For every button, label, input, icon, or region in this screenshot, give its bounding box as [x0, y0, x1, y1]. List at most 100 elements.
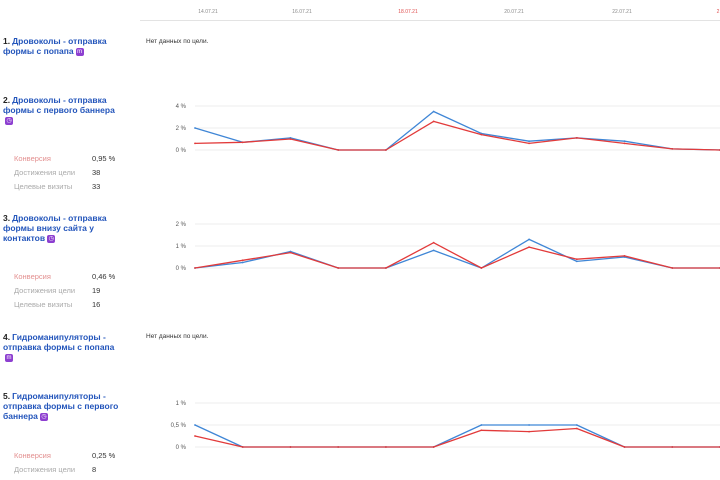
date-label-weekend: 2: [716, 9, 720, 15]
stat-label: Достижения цели: [14, 168, 76, 177]
data-point-conversion[interactable]: [337, 267, 340, 269]
goal-type-icon[interactable]: ◷: [39, 412, 48, 421]
series-line-conversion: [194, 120, 720, 151]
data-point-conversion[interactable]: [671, 148, 674, 150]
stat-reaches: Достижения цели 38: [14, 168, 124, 178]
stat-reaches: Достижения цели 19: [14, 286, 124, 296]
goal-link[interactable]: Дровоколы - отправка формы с попапа: [3, 36, 107, 56]
y-tick-label: 1 %: [176, 244, 187, 250]
stat-label: Целевые визиты: [14, 182, 73, 191]
data-point-visits[interactable]: [480, 424, 483, 426]
no-data-message: Нет данных по цели.: [146, 333, 209, 340]
data-point-conversion[interactable]: [432, 446, 435, 448]
stat-label: Целевые визиты: [14, 300, 73, 309]
stat-reaches: Достижения цели 8: [14, 465, 124, 475]
data-point-conversion[interactable]: [480, 429, 483, 432]
stat-visits: Целевые визиты 16: [14, 300, 124, 310]
data-point-conversion[interactable]: [528, 430, 530, 433]
stat-conversion: Конверсия 0,95 %: [14, 154, 124, 164]
chart-svg: 1 % 0,5 % 0 %: [171, 401, 720, 451]
data-point-conversion[interactable]: [432, 120, 435, 123]
chart-svg: 4 % 2 % 0 %: [176, 104, 720, 154]
goal-title: 1. Дровоколы - отправка формы с попапа m: [3, 36, 123, 56]
data-point-conversion[interactable]: [289, 446, 292, 448]
data-point-visits[interactable]: [432, 249, 435, 252]
data-point-conversion[interactable]: [575, 258, 578, 261]
data-point-conversion[interactable]: [480, 133, 483, 136]
data-point-visits[interactable]: [623, 140, 626, 143]
y-tick-label: 4 %: [176, 104, 187, 110]
data-point-conversion[interactable]: [480, 267, 483, 269]
goal-type-icon[interactable]: m: [5, 353, 13, 362]
data-point-conversion[interactable]: [194, 435, 196, 437]
data-point-conversion[interactable]: [337, 149, 340, 151]
date-label: 16.07.21: [292, 9, 312, 15]
goal-chart: 4 % 2 % 0 %: [140, 103, 720, 158]
data-point-conversion[interactable]: [385, 149, 387, 151]
data-point-conversion[interactable]: [289, 138, 292, 140]
data-point-conversion[interactable]: [194, 267, 196, 269]
data-point-visits[interactable]: [432, 110, 435, 113]
data-point-conversion[interactable]: [241, 259, 244, 262]
data-point-visits[interactable]: [575, 260, 578, 263]
date-axis-line: [140, 20, 720, 21]
data-point-conversion[interactable]: [528, 246, 530, 248]
y-tick-label: 0 %: [176, 266, 187, 272]
data-point-conversion[interactable]: [241, 141, 244, 144]
data-point-visits[interactable]: [528, 238, 530, 241]
stat-label: Достижения цели: [14, 286, 76, 295]
stat-value: 16: [92, 300, 101, 309]
data-point-conversion[interactable]: [623, 142, 626, 145]
data-point-visits[interactable]: [528, 424, 530, 426]
y-tick-label: 2 %: [176, 222, 187, 228]
series-line-visits: [194, 110, 720, 151]
series-line-visits: [194, 424, 720, 448]
stat-value: 38: [92, 168, 101, 177]
data-point-conversion[interactable]: [671, 446, 674, 448]
goal-link[interactable]: Дровоколы - отправка формы с первого бан…: [3, 95, 115, 115]
stat-value: 8: [92, 465, 97, 474]
data-point-conversion[interactable]: [241, 446, 244, 448]
date-label: 14.07.21: [198, 9, 218, 15]
series-line-conversion: [194, 242, 720, 269]
y-tick-label: 0 %: [176, 445, 187, 451]
data-point-visits[interactable]: [194, 424, 196, 426]
date-axis: 14.07.21 16.07.21 18.07.21 20.07.21 22.0…: [0, 0, 720, 30]
data-point-visits[interactable]: [194, 127, 196, 129]
goal-type-icon[interactable]: m: [75, 47, 84, 56]
stat-value: 33: [92, 182, 101, 191]
goal-type-icon[interactable]: ◷: [47, 234, 56, 243]
goal-title: 4. Гидроманипуляторы - отправка формы с п…: [3, 332, 123, 362]
data-point-conversion[interactable]: [432, 241, 435, 244]
data-point-conversion[interactable]: [528, 142, 530, 145]
goal-type-icon[interactable]: ◷: [5, 116, 13, 125]
goal-link[interactable]: Дровоколы - отправка формы внизу сайта у…: [3, 213, 107, 243]
data-point-visits[interactable]: [575, 424, 578, 426]
stat-value: 0,95 %: [92, 154, 116, 163]
data-point-conversion[interactable]: [575, 137, 578, 139]
goal-number: 5.: [3, 391, 11, 401]
data-point-conversion[interactable]: [671, 267, 674, 269]
data-point-conversion[interactable]: [385, 446, 387, 448]
y-tick-label: 2 %: [176, 126, 187, 132]
data-point-conversion[interactable]: [623, 255, 626, 257]
data-point-visits[interactable]: [528, 140, 530, 143]
goal-title: 5. Гидроманипуляторы - отправка формы с п…: [3, 391, 123, 421]
date-label: 22.07.21: [612, 9, 632, 15]
data-point-conversion[interactable]: [337, 446, 340, 448]
data-point-conversion[interactable]: [385, 267, 387, 269]
y-tick-label: 0 %: [176, 148, 187, 154]
stat-label: Конверсия: [14, 272, 51, 281]
series-line-conversion: [194, 427, 720, 448]
data-point-conversion[interactable]: [575, 427, 578, 430]
data-point-conversion[interactable]: [623, 446, 626, 448]
stat-visits: Целевые визиты 33: [14, 182, 124, 192]
data-point-conversion[interactable]: [289, 251, 292, 254]
goal-number: 2.: [3, 95, 11, 105]
data-point-conversion[interactable]: [194, 142, 196, 145]
stat-label: Достижения цели: [14, 465, 76, 474]
date-label: 20.07.21: [504, 9, 524, 15]
goal-link[interactable]: Гидроманипуляторы - отправка формы с поп…: [3, 332, 115, 352]
data-point-visits[interactable]: [241, 261, 244, 264]
goal-link[interactable]: Гидроманипуляторы - отправка формы с пер…: [3, 391, 119, 421]
